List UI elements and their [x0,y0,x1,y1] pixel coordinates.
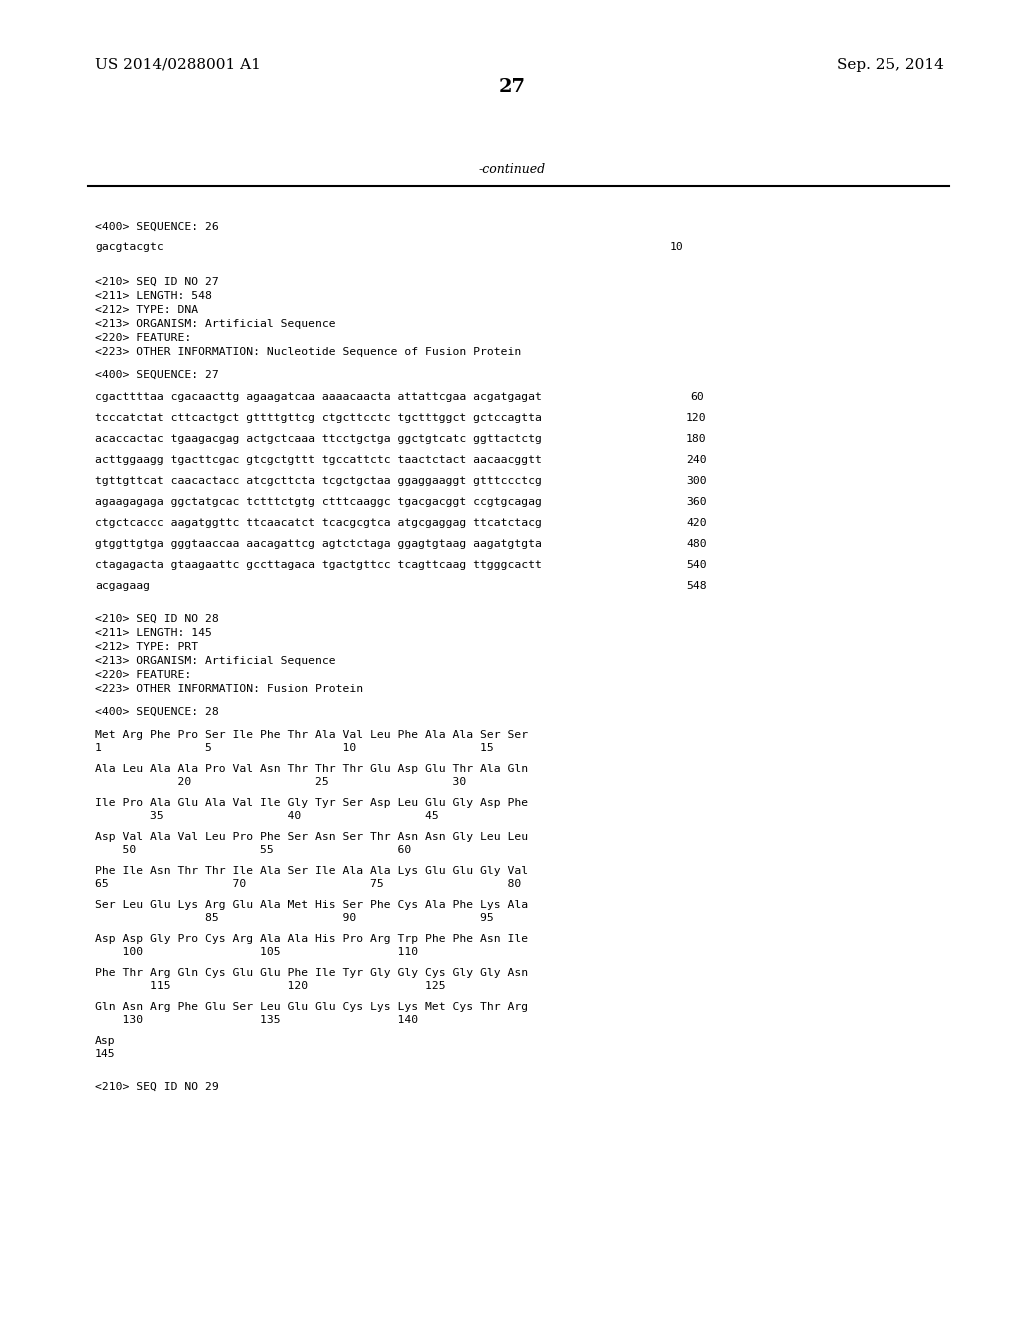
Text: <212> TYPE: PRT: <212> TYPE: PRT [95,642,198,652]
Text: 120: 120 [686,413,707,422]
Text: Phe Ile Asn Thr Thr Ile Ala Ser Ile Ala Ala Lys Glu Glu Gly Val: Phe Ile Asn Thr Thr Ile Ala Ser Ile Ala … [95,866,528,876]
Text: <210> SEQ ID NO 27: <210> SEQ ID NO 27 [95,277,219,286]
Text: <400> SEQUENCE: 27: <400> SEQUENCE: 27 [95,370,219,380]
Text: <210> SEQ ID NO 29: <210> SEQ ID NO 29 [95,1082,219,1092]
Text: agaagagaga ggctatgcac tctttctgtg ctttcaaggc tgacgacggt ccgtgcagag: agaagagaga ggctatgcac tctttctgtg ctttcaa… [95,498,542,507]
Text: gtggttgtga gggtaaccaa aacagattcg agtctctaga ggagtgtaag aagatgtgta: gtggttgtga gggtaaccaa aacagattcg agtctct… [95,539,542,549]
Text: 548: 548 [686,581,707,591]
Text: 100                 105                 110: 100 105 110 [95,946,418,957]
Text: acttggaagg tgacttcgac gtcgctgttt tgccattctc taactctact aacaacggtt: acttggaagg tgacttcgac gtcgctgttt tgccatt… [95,455,542,465]
Text: Ala Leu Ala Ala Pro Val Asn Thr Thr Thr Glu Asp Glu Thr Ala Gln: Ala Leu Ala Ala Pro Val Asn Thr Thr Thr … [95,764,528,774]
Text: 85                  90                  95: 85 90 95 [95,913,494,923]
Text: 300: 300 [686,477,707,486]
Text: Gln Asn Arg Phe Glu Ser Leu Glu Glu Cys Lys Lys Met Cys Thr Arg: Gln Asn Arg Phe Glu Ser Leu Glu Glu Cys … [95,1002,528,1012]
Text: <220> FEATURE:: <220> FEATURE: [95,671,191,680]
Text: 145: 145 [95,1049,116,1059]
Text: 20                  25                  30: 20 25 30 [95,777,466,787]
Text: 35                  40                  45: 35 40 45 [95,810,438,821]
Text: acaccactac tgaagacgag actgctcaaa ttcctgctga ggctgtcatc ggttactctg: acaccactac tgaagacgag actgctcaaa ttcctgc… [95,434,542,444]
Text: Asp Asp Gly Pro Cys Arg Ala Ala His Pro Arg Trp Phe Phe Asn Ile: Asp Asp Gly Pro Cys Arg Ala Ala His Pro … [95,935,528,944]
Text: tcccatctat cttcactgct gttttgttcg ctgcttcctc tgctttggct gctccagtta: tcccatctat cttcactgct gttttgttcg ctgcttc… [95,413,542,422]
Text: 240: 240 [686,455,707,465]
Text: <400> SEQUENCE: 26: <400> SEQUENCE: 26 [95,222,219,232]
Text: gacgtacgtc: gacgtacgtc [95,242,164,252]
Text: cgacttttaa cgacaacttg agaagatcaa aaaacaacta attattcgaa acgatgagat: cgacttttaa cgacaacttg agaagatcaa aaaacaa… [95,392,542,403]
Text: <212> TYPE: DNA: <212> TYPE: DNA [95,305,198,315]
Text: Phe Thr Arg Gln Cys Glu Glu Phe Ile Tyr Gly Gly Cys Gly Gly Asn: Phe Thr Arg Gln Cys Glu Glu Phe Ile Tyr … [95,968,528,978]
Text: <220> FEATURE:: <220> FEATURE: [95,333,191,343]
Text: acgagaag: acgagaag [95,581,150,591]
Text: Asp Val Ala Val Leu Pro Phe Ser Asn Ser Thr Asn Asn Gly Leu Leu: Asp Val Ala Val Leu Pro Phe Ser Asn Ser … [95,832,528,842]
Text: 115                 120                 125: 115 120 125 [95,981,445,991]
Text: Ile Pro Ala Glu Ala Val Ile Gly Tyr Ser Asp Leu Glu Gly Asp Phe: Ile Pro Ala Glu Ala Val Ile Gly Tyr Ser … [95,799,528,808]
Text: ctgctcaccc aagatggttc ttcaacatct tcacgcgtca atgcgaggag ttcatctacg: ctgctcaccc aagatggttc ttcaacatct tcacgcg… [95,517,542,528]
Text: 50                  55                  60: 50 55 60 [95,845,412,855]
Text: 360: 360 [686,498,707,507]
Text: 60: 60 [690,392,703,403]
Text: <210> SEQ ID NO 28: <210> SEQ ID NO 28 [95,614,219,624]
Text: 65                  70                  75                  80: 65 70 75 80 [95,879,521,888]
Text: tgttgttcat caacactacc atcgcttcta tcgctgctaa ggaggaaggt gtttccctcg: tgttgttcat caacactacc atcgcttcta tcgctgc… [95,477,542,486]
Text: 27: 27 [499,78,525,96]
Text: <400> SEQUENCE: 28: <400> SEQUENCE: 28 [95,708,219,717]
Text: <223> OTHER INFORMATION: Nucleotide Sequence of Fusion Protein: <223> OTHER INFORMATION: Nucleotide Sequ… [95,347,521,356]
Text: 180: 180 [686,434,707,444]
Text: <223> OTHER INFORMATION: Fusion Protein: <223> OTHER INFORMATION: Fusion Protein [95,684,364,694]
Text: 10: 10 [670,242,684,252]
Text: Sep. 25, 2014: Sep. 25, 2014 [838,58,944,73]
Text: <211> LENGTH: 145: <211> LENGTH: 145 [95,628,212,638]
Text: <213> ORGANISM: Artificial Sequence: <213> ORGANISM: Artificial Sequence [95,319,336,329]
Text: 540: 540 [686,560,707,570]
Text: ctagagacta gtaagaattc gccttagaca tgactgttcc tcagttcaag ttgggcactt: ctagagacta gtaagaattc gccttagaca tgactgt… [95,560,542,570]
Text: <213> ORGANISM: Artificial Sequence: <213> ORGANISM: Artificial Sequence [95,656,336,667]
Text: US 2014/0288001 A1: US 2014/0288001 A1 [95,58,261,73]
Text: 420: 420 [686,517,707,528]
Text: 480: 480 [686,539,707,549]
Text: Met Arg Phe Pro Ser Ile Phe Thr Ala Val Leu Phe Ala Ala Ser Ser: Met Arg Phe Pro Ser Ile Phe Thr Ala Val … [95,730,528,741]
Text: Asp: Asp [95,1036,116,1045]
Text: -continued: -continued [478,162,546,176]
Text: 1               5                   10                  15: 1 5 10 15 [95,743,494,752]
Text: <211> LENGTH: 548: <211> LENGTH: 548 [95,290,212,301]
Text: Ser Leu Glu Lys Arg Glu Ala Met His Ser Phe Cys Ala Phe Lys Ala: Ser Leu Glu Lys Arg Glu Ala Met His Ser … [95,900,528,909]
Text: 130                 135                 140: 130 135 140 [95,1015,418,1026]
